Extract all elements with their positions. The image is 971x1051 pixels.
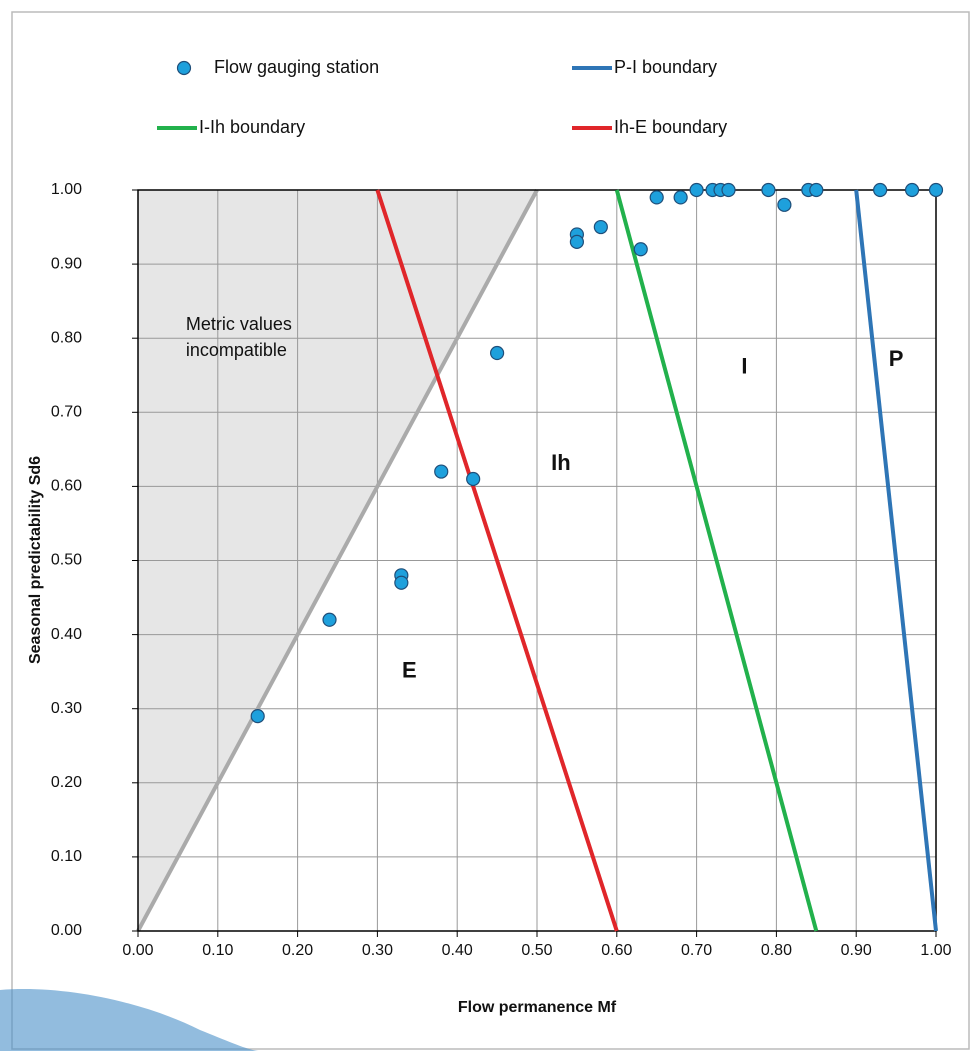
point bbox=[928, 182, 944, 198]
point bbox=[569, 234, 585, 249]
boundary-line bbox=[614, 189, 819, 932]
point bbox=[434, 464, 449, 479]
legend-label: Flow gauging station bbox=[214, 57, 379, 77]
y-tick-label: 1.00 bbox=[51, 181, 82, 198]
boundary-line bbox=[375, 189, 619, 932]
y-axis-title: Seasonal predictability Sd6 bbox=[27, 456, 44, 664]
x-tick-label: 0.10 bbox=[202, 942, 233, 959]
x-tick-label: 0.00 bbox=[122, 942, 153, 959]
x-tick-label: 0.90 bbox=[841, 942, 872, 959]
y-tick-label: 0.50 bbox=[51, 552, 82, 569]
x-tick-label: 0.80 bbox=[761, 942, 792, 959]
x-tick-label: 1.00 bbox=[920, 942, 951, 959]
x-tick-label: 0.20 bbox=[282, 942, 313, 959]
region-label: incompatible bbox=[186, 340, 287, 360]
y-tick-label: 0.10 bbox=[51, 848, 82, 865]
decoration bbox=[0, 989, 260, 1051]
x-tick-label: 0.30 bbox=[362, 942, 393, 959]
y-tick-label: 0.00 bbox=[51, 922, 82, 939]
zone-label: Ih bbox=[551, 450, 571, 475]
point bbox=[761, 182, 776, 198]
y-tick-label: 0.40 bbox=[51, 626, 82, 643]
point bbox=[593, 219, 608, 235]
point bbox=[809, 182, 824, 198]
x-tick-label: 0.60 bbox=[601, 942, 632, 959]
point bbox=[394, 575, 409, 590]
x-tick-label: 0.50 bbox=[521, 942, 552, 959]
point bbox=[466, 471, 481, 487]
zone-label: E bbox=[402, 657, 417, 682]
point bbox=[633, 242, 648, 257]
y-tick-label: 0.70 bbox=[51, 404, 82, 421]
x-tick-label: 0.70 bbox=[681, 942, 712, 959]
point bbox=[721, 182, 736, 198]
point bbox=[490, 345, 505, 361]
region-edge bbox=[136, 189, 539, 932]
zone-label: P bbox=[889, 346, 904, 371]
legend-label: Ih-E boundary bbox=[614, 117, 727, 137]
x-axis-title: Flow permanence Mf bbox=[458, 999, 617, 1016]
y-tick-label: 0.80 bbox=[51, 329, 82, 346]
point bbox=[649, 190, 664, 205]
point bbox=[673, 190, 688, 205]
y-tick-label: 0.20 bbox=[51, 774, 82, 791]
legend-marker bbox=[176, 60, 192, 76]
point bbox=[322, 612, 337, 627]
x-tick-label: 0.40 bbox=[442, 942, 473, 959]
point bbox=[904, 182, 920, 198]
point bbox=[250, 709, 265, 724]
plot-frame bbox=[137, 189, 937, 932]
point bbox=[777, 197, 792, 212]
legend-label: P-I boundary bbox=[614, 57, 717, 77]
region-label: Metric values bbox=[186, 314, 292, 334]
point bbox=[689, 182, 704, 198]
point bbox=[873, 182, 888, 198]
zone-label: I bbox=[741, 354, 747, 379]
y-tick-label: 0.30 bbox=[51, 700, 82, 717]
legend-label: I-Ih boundary bbox=[199, 117, 305, 137]
boundary-line bbox=[854, 189, 938, 932]
y-tick-label: 0.90 bbox=[51, 255, 82, 272]
y-tick-label: 0.60 bbox=[51, 478, 82, 495]
